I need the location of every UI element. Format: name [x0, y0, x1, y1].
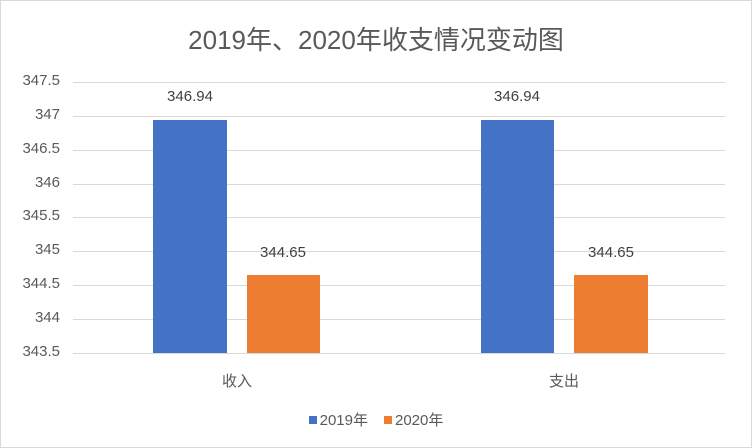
x-category-label: 支出 — [548, 373, 579, 390]
legend-swatch-icon — [384, 415, 392, 424]
data-label: 346.94 — [494, 88, 540, 105]
y-tick-label: 347 — [34, 106, 60, 123]
legend: 2019年 2020年 — [0, 409, 752, 430]
gridline — [73, 217, 725, 218]
gridline — [73, 82, 725, 83]
legend-label: 2019年 — [319, 412, 368, 429]
y-tick-label: 344 — [34, 309, 60, 326]
gridline — [73, 150, 725, 151]
y-tick-label: 346.5 — [22, 140, 60, 157]
y-tick-label: 343.5 — [22, 343, 60, 360]
bar-2019-income — [153, 120, 227, 353]
data-label: 344.65 — [260, 244, 306, 261]
data-label: 344.65 — [588, 244, 634, 261]
bar-2020-income — [247, 275, 320, 353]
gridline — [73, 251, 725, 252]
chart-title: 2019年、2020年收支情况变动图 — [188, 25, 564, 55]
x-axis-line — [73, 353, 725, 354]
y-tick-label: 344.5 — [22, 275, 60, 292]
gridline — [73, 319, 725, 320]
gridline — [73, 285, 725, 286]
x-category-label: 收入 — [221, 373, 252, 390]
gridline — [73, 116, 725, 117]
y-tick-label: 347.5 — [22, 72, 60, 89]
legend-swatch-icon — [308, 415, 317, 424]
legend-item-2020[interactable]: 2020年 — [384, 409, 443, 430]
bar-2020-expense — [574, 275, 648, 353]
y-tick-label: 346 — [34, 174, 60, 191]
y-tick-label: 345.5 — [22, 207, 60, 224]
data-label: 346.94 — [167, 88, 213, 105]
y-tick-label: 345 — [34, 241, 60, 258]
gridline — [73, 184, 725, 185]
bar-2019-expense — [481, 120, 554, 353]
plot-area — [73, 82, 725, 354]
legend-item-2019[interactable]: 2019年 — [308, 409, 368, 430]
legend-label: 2020年 — [395, 412, 444, 429]
